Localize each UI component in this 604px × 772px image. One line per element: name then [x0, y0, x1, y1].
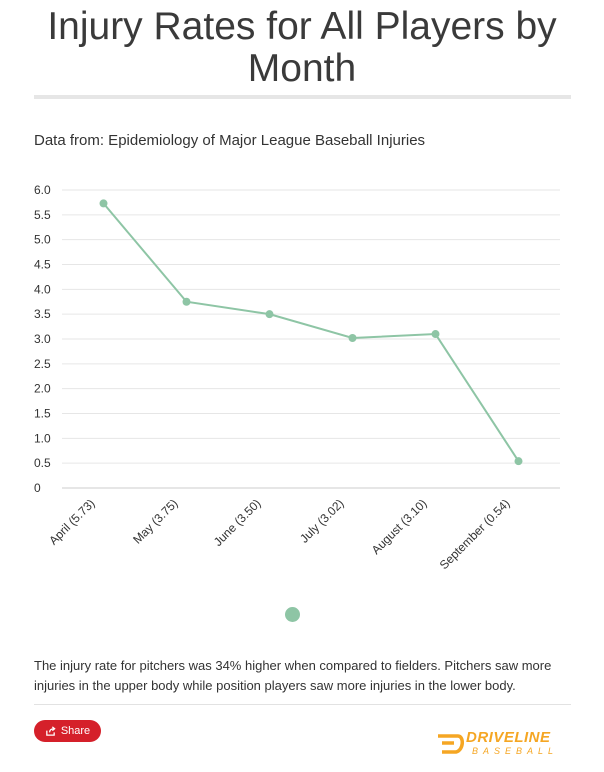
driveline-logo-icon — [438, 734, 464, 754]
footer-divider — [34, 704, 571, 705]
x-tick-label: July (3.02) — [297, 496, 347, 546]
y-tick-label: 6.0 — [34, 183, 51, 197]
x-tick-label: August (3.10) — [369, 496, 430, 557]
y-tick-label: 4.5 — [34, 258, 51, 272]
chart-subtitle: Data from: Epidemiology of Major League … — [34, 132, 426, 149]
x-tick-label: September (0.54) — [437, 496, 513, 572]
data-point[interactable] — [431, 330, 440, 339]
line-chart: 0 0.5 1.0 1.5 2.0 2.5 3.0 3.5 4.0 4.5 5.0 5.5 6.0 Ap… — [34, 183, 560, 572]
y-tick-label: 3.5 — [34, 307, 51, 321]
data-point[interactable] — [99, 199, 108, 208]
data-point[interactable] — [265, 310, 274, 319]
x-tick-label: June (3.50) — [211, 496, 264, 549]
y-tick-label: 2.0 — [34, 382, 51, 396]
brand-subtitle: BASEBALL — [472, 746, 559, 756]
y-tick-label: 5.5 — [34, 208, 51, 222]
y-tick-label: 0.5 — [34, 456, 51, 470]
brand-name: DRIVELINE — [466, 729, 551, 746]
x-tick-label: April (5.73) — [46, 496, 97, 547]
brand-logo: DRIVELINE BASEBALL — [436, 728, 576, 762]
x-tick-label: May (3.75) — [130, 496, 180, 546]
share-button[interactable]: Share — [34, 720, 101, 742]
data-point[interactable] — [348, 334, 357, 343]
page-title: Injury Rates for All Players by Month — [47, 5, 557, 90]
y-tick-label: 3.0 — [34, 332, 51, 346]
y-tick-label: 4.0 — [34, 282, 51, 296]
chart-description: The injury rate for pitchers was 34% hig… — [34, 658, 552, 693]
share-icon — [46, 725, 56, 736]
data-point[interactable] — [514, 457, 523, 466]
y-tick-label: 1.5 — [34, 407, 51, 421]
series-line — [102, 202, 520, 462]
legend-marker[interactable] — [285, 607, 300, 622]
y-tick-label: 0 — [34, 481, 41, 495]
y-tick-label: 2.5 — [34, 357, 51, 371]
y-tick-label: 5.0 — [34, 233, 51, 247]
y-tick-label: 1.0 — [34, 431, 51, 445]
title-divider — [34, 95, 571, 99]
data-point[interactable] — [182, 297, 191, 306]
share-label: Share — [60, 725, 91, 737]
